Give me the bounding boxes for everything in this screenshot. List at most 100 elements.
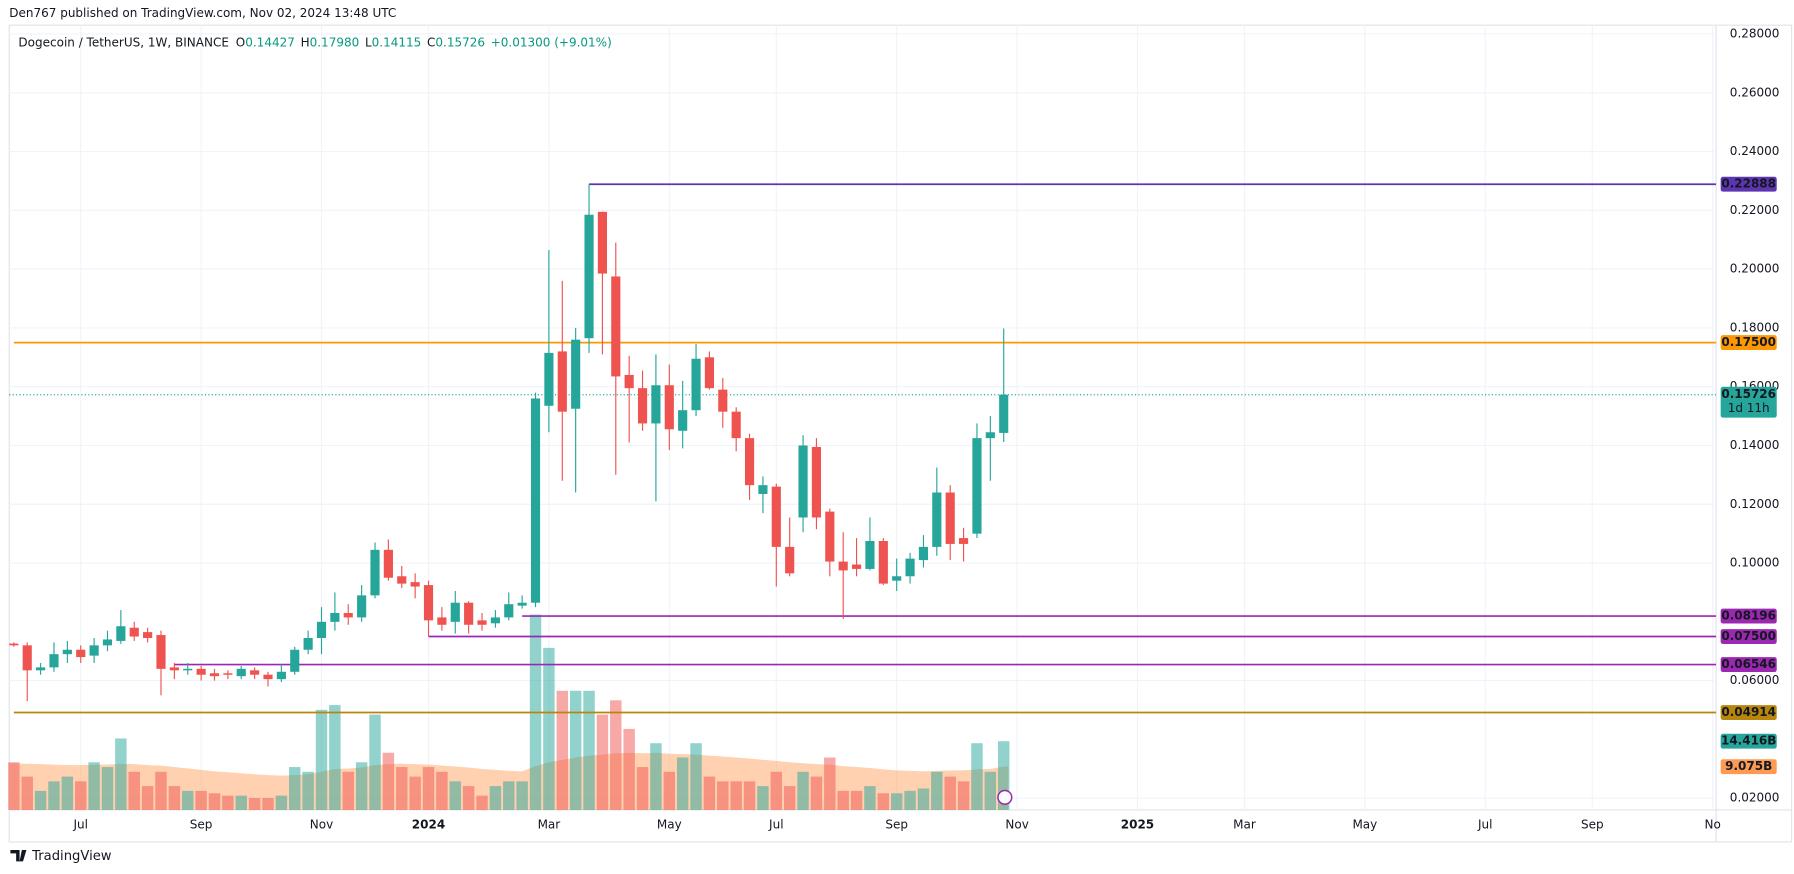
volume-bar <box>877 793 890 810</box>
x-tick-label: 2025 <box>1121 817 1154 831</box>
publish-header: Den767 published on TradingView.com, Nov… <box>9 6 396 20</box>
volume-bar <box>824 757 836 810</box>
candle-body <box>851 564 862 569</box>
volume-bar <box>101 767 114 810</box>
x-tick-label: Nov <box>310 817 333 831</box>
symbol-title: Dogecoin / TetherUS, 1W, BINANCE <box>18 35 229 49</box>
candle-body <box>183 668 193 671</box>
volume-bar <box>690 743 702 810</box>
candle-body <box>397 576 407 584</box>
volume-bar <box>396 767 408 810</box>
x-tick-label: May <box>1352 817 1377 831</box>
candle-body <box>196 668 206 675</box>
volume-bar <box>289 767 301 810</box>
volume-bar <box>75 781 87 810</box>
volume-bar <box>329 705 341 810</box>
volume-bar <box>155 771 167 810</box>
candle-body <box>571 339 581 409</box>
legend-key: H <box>301 35 310 49</box>
level-tag-bg <box>1720 176 1777 192</box>
candle-body <box>945 492 955 544</box>
legend-value: 0.14427 <box>245 35 295 49</box>
x-tick-label: Sep <box>1581 817 1604 831</box>
candle-body <box>959 538 969 544</box>
level-tag: 0.07500 <box>1721 629 1776 643</box>
candle-body <box>236 668 246 677</box>
volume-bar <box>730 781 742 810</box>
x-tick-label: Nov <box>1005 817 1028 831</box>
volume-bar <box>931 771 943 810</box>
candle-body <box>437 617 447 625</box>
level-tag-bg <box>1720 657 1777 672</box>
volume-bar <box>770 771 783 810</box>
legend-value: 0.17980 <box>310 35 360 49</box>
plot: 0.28000 0.26000 0.24000 0.22000 0.20000 0.180… <box>8 25 1779 831</box>
volume-bar <box>984 771 997 810</box>
candle-body <box>517 602 527 606</box>
x-tick-label: Mar <box>1233 817 1256 831</box>
brand: TradingView <box>31 849 112 864</box>
y-tick-label: 0.18000 <box>1730 320 1780 334</box>
candle-body <box>410 582 420 587</box>
candle-body <box>357 595 367 618</box>
y-tick-label: 0.10000 <box>1730 556 1780 570</box>
candle-body <box>611 276 621 377</box>
volume-tag: 14.416B <box>1721 734 1776 748</box>
volume-bar <box>636 767 649 810</box>
candle-body <box>116 626 126 641</box>
legend: Dogecoin / TetherUS, 1W, BINANCE O0.14427… <box>18 35 611 49</box>
volume-bar <box>610 700 622 810</box>
volume-bar <box>462 786 475 810</box>
candle-body <box>771 486 781 547</box>
volume-bar <box>222 795 234 810</box>
candle-body <box>76 649 86 658</box>
candle-body <box>169 667 179 671</box>
candle-body <box>624 374 634 389</box>
candle-body <box>972 438 982 534</box>
volume-bar <box>141 786 154 810</box>
volume-bar <box>382 752 395 810</box>
volume-bar <box>61 776 74 810</box>
y-tick-label: 0.20000 <box>1730 262 1780 276</box>
volume-bar <box>543 647 555 810</box>
x-tick-label: Jul <box>768 817 783 831</box>
x-tick-label: Jul <box>72 817 87 831</box>
volume-bar <box>275 795 288 810</box>
candle-body <box>557 351 567 412</box>
volume-bar <box>476 795 488 810</box>
volume-bar <box>904 790 916 810</box>
x-tick-label: Mar <box>538 817 561 831</box>
x-tick-label: Jul <box>1477 817 1492 831</box>
volume-bar <box>864 786 876 810</box>
volume-bar <box>355 762 368 810</box>
x-tick-label: No <box>1704 817 1720 831</box>
x-tick-label: 2024 <box>412 817 445 831</box>
candle-body <box>664 385 674 430</box>
volume-bar <box>837 790 849 810</box>
candle-body <box>878 540 888 584</box>
logo: TradingView <box>10 849 112 864</box>
candle-body <box>383 549 393 578</box>
volume-bar <box>676 757 689 810</box>
volume-bar <box>195 790 207 810</box>
candle-body <box>504 604 514 618</box>
candle-body <box>637 388 648 424</box>
candle-body <box>597 211 607 274</box>
volume-bar <box>436 771 448 810</box>
level-tag: 0.04914 <box>1721 705 1776 719</box>
candle-body <box>156 635 166 669</box>
volume-bar <box>262 798 274 810</box>
volume-bar <box>917 788 930 810</box>
volume-bar <box>717 781 729 810</box>
volume-bar <box>850 790 863 810</box>
candle-body <box>999 394 1009 433</box>
level-tag: 0.08196 <box>1721 609 1776 623</box>
y-tick-label: 0.24000 <box>1730 144 1780 158</box>
candle-body <box>985 432 995 439</box>
candle-body <box>423 585 434 621</box>
volume-bar <box>810 776 823 810</box>
candle-body <box>811 446 822 518</box>
last-price-tag: 0.15726 <box>1721 387 1776 401</box>
x-tick-label: Sep <box>190 817 213 831</box>
volume-bar <box>957 781 970 810</box>
